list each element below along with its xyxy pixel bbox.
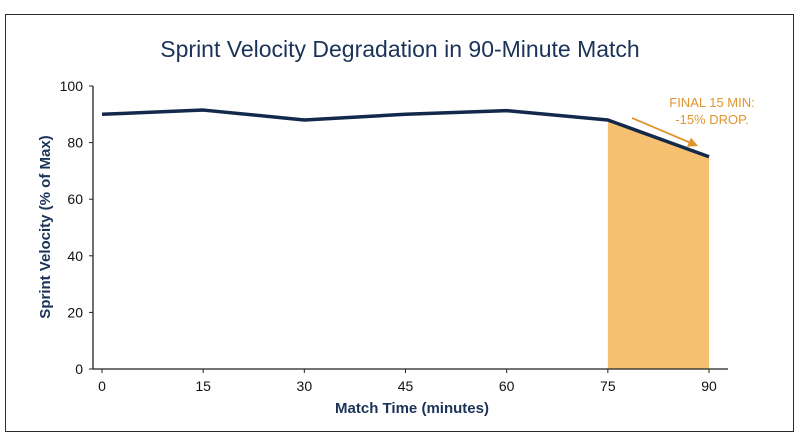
y-axis-label: Sprint Velocity (% of Max) bbox=[37, 135, 54, 318]
x-tick-label: 75 bbox=[600, 378, 616, 394]
x-tick-label: 60 bbox=[499, 378, 515, 394]
y-tick-label: 100 bbox=[60, 78, 84, 94]
y-tick-label: 20 bbox=[67, 304, 83, 320]
x-tick-label: 30 bbox=[297, 378, 313, 394]
annotation-text: FINAL 15 MIN: bbox=[669, 95, 754, 110]
chart-title: Sprint Velocity Degradation in 90-Minute… bbox=[160, 36, 639, 62]
x-tick-label: 0 bbox=[98, 378, 106, 394]
annotation-text: -15% DROP. bbox=[675, 112, 748, 127]
x-axis-label: Match Time (minutes) bbox=[335, 400, 489, 417]
annotation-arrow bbox=[631, 117, 699, 147]
x-tick-label: 15 bbox=[195, 378, 211, 394]
y-tick-label: 0 bbox=[75, 361, 83, 377]
y-tick-label: 60 bbox=[67, 191, 83, 207]
x-tick-label: 45 bbox=[398, 378, 414, 394]
x-tick-label: 90 bbox=[701, 378, 717, 394]
y-tick-label: 80 bbox=[67, 135, 83, 151]
highlight-area bbox=[607, 119, 709, 370]
y-tick-label: 40 bbox=[67, 248, 83, 264]
